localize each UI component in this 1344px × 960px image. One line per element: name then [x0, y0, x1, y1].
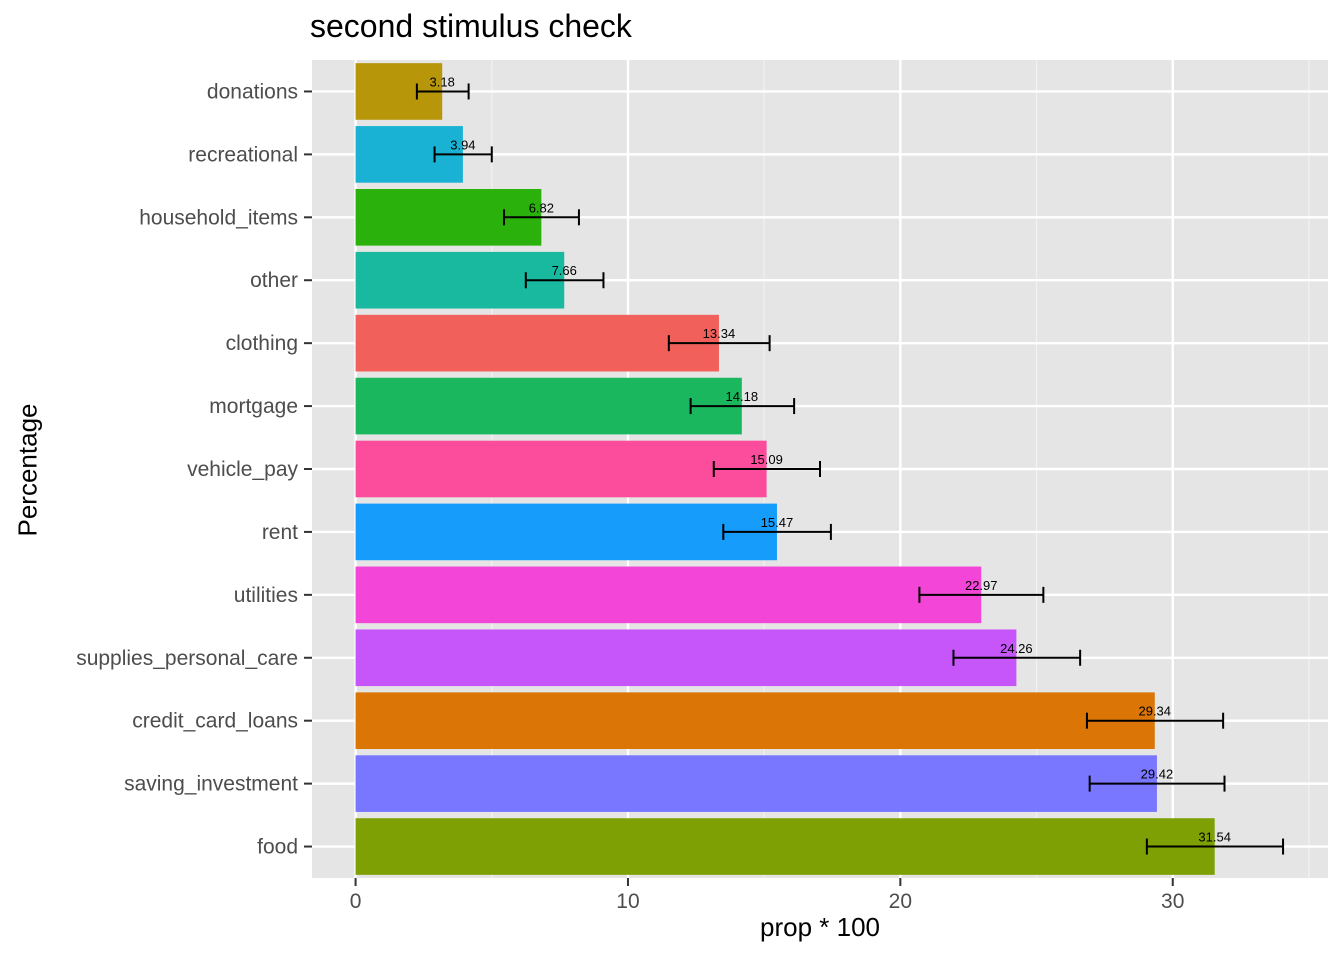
y-tick-label-vehicle_pay: vehicle_pay	[187, 458, 298, 481]
bar-vehicle_pay	[355, 440, 767, 498]
bar-saving_investment	[355, 755, 1157, 812]
data-label-food: 31.54	[1198, 830, 1231, 845]
y-tick-label-saving_investment: saving_investment	[124, 773, 298, 796]
x-tick-label: 20	[889, 890, 912, 913]
chart-title: second stimulus check	[310, 8, 632, 44]
bar-mortgage	[355, 377, 742, 435]
x-tick-label: 30	[1161, 890, 1184, 913]
bar-clothing	[355, 314, 719, 372]
y-tick-label-supplies_personal_care: supplies_personal_care	[76, 647, 298, 670]
data-label-saving_investment: 29.42	[1141, 767, 1174, 782]
x-tick-label: 10	[616, 890, 639, 913]
data-label-supplies_personal_care: 24.26	[1000, 641, 1033, 656]
bar-utilities	[355, 566, 982, 624]
data-label-utilities: 22.97	[965, 578, 998, 593]
bar-supplies_personal_care	[355, 629, 1017, 687]
bar-credit_card_loans	[355, 692, 1155, 750]
data-label-household_items: 6.82	[529, 200, 554, 215]
y-tick-label-mortgage: mortgage	[209, 395, 298, 418]
bar-food	[355, 818, 1215, 875]
data-label-credit_card_loans: 29.34	[1138, 704, 1171, 719]
y-axis-label: Percentage	[12, 403, 43, 537]
y-tick-label-other: other	[250, 269, 298, 292]
y-tick-label-utilities: utilities	[234, 584, 298, 607]
data-label-other: 7.66	[552, 263, 577, 278]
data-label-mortgage: 14.18	[726, 389, 759, 404]
y-tick-label-credit_card_loans: credit_card_loans	[132, 710, 298, 733]
bar-rent	[355, 503, 777, 561]
y-tick-label-household_items: household_items	[139, 206, 298, 229]
y-tick-label-clothing: clothing	[226, 332, 298, 355]
data-label-recreational: 3.94	[450, 137, 475, 152]
data-label-donations: 3.18	[430, 74, 455, 89]
data-label-clothing: 13.34	[703, 326, 736, 341]
y-tick-label-donations: donations	[207, 80, 298, 103]
y-tick-label-rent: rent	[262, 521, 298, 544]
y-tick-label-recreational: recreational	[188, 143, 298, 166]
data-label-rent: 15.47	[761, 515, 794, 530]
y-tick-label-food: food	[257, 836, 298, 859]
data-label-vehicle_pay: 15.09	[750, 452, 783, 467]
x-tick-label: 0	[350, 890, 362, 913]
x-axis-label: prop * 100	[760, 912, 880, 942]
